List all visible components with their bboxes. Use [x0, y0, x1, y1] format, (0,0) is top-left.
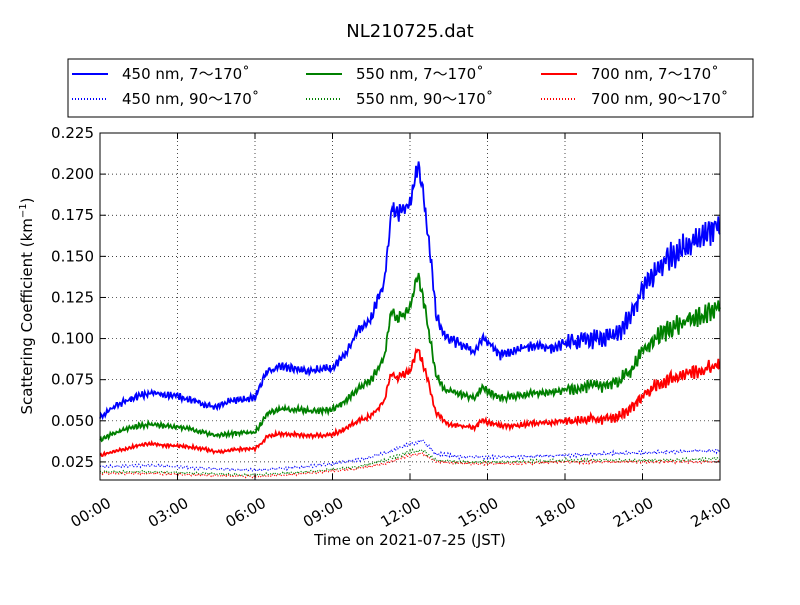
- legend-label: 700 nm, 90～170˚: [591, 90, 728, 108]
- x-tick-labels: 00:00 03:00 06:00 09:00 12:00 15:00 18:00 21:00…: [68, 494, 734, 531]
- legend-box: [67, 58, 754, 118]
- x-tick-label: 24:00: [688, 494, 734, 531]
- y-tick-label: 0.225: [51, 124, 94, 142]
- x-tick-label: 06:00: [223, 494, 269, 531]
- x-axis-label: Time on 2021-07-25 (JST): [313, 531, 506, 549]
- x-tick-label: 09:00: [300, 494, 346, 531]
- y-axis-label-close: ): [18, 197, 36, 203]
- series-line: [99, 347, 721, 457]
- chart-title: NL210725.dat: [346, 21, 473, 42]
- legend: 450 nm, 7～170˚ 550 nm, 7～170˚ 700 nm, 7～17…: [67, 58, 754, 118]
- legend-label: 450 nm, 7～170˚: [122, 65, 250, 83]
- x-tick-label: 00:00: [68, 494, 114, 531]
- y-tick-labels: 0.025 0.050 0.075 0.100 0.125 0.150 0.175 0.200…: [51, 124, 94, 471]
- legend-items: 450 nm, 7～170˚ 550 nm, 7～170˚ 700 nm, 7～17…: [72, 65, 728, 108]
- legend-label: 700 nm, 7～170˚: [591, 65, 719, 83]
- y-tick-label: 0.075: [51, 371, 94, 389]
- legend-label: 550 nm, 7～170˚: [356, 65, 484, 83]
- series-layer: [99, 161, 721, 480]
- y-tick-label: 0.050: [51, 412, 94, 430]
- y-tick-label: 0.200: [51, 165, 94, 183]
- ticks: [99, 132, 721, 480]
- y-tick-label: 0.125: [51, 288, 94, 306]
- y-tick-label: 0.100: [51, 330, 94, 348]
- series-line: [99, 447, 721, 477]
- x-tick-label: 18:00: [533, 494, 579, 531]
- y-tick-label: 0.025: [51, 453, 94, 471]
- y-tick-label: 0.150: [51, 247, 94, 265]
- plot-area: [99, 132, 721, 481]
- series-line: [99, 272, 721, 443]
- y-tick-label: 0.175: [51, 206, 94, 224]
- y-axis-label-superscript: −1: [18, 203, 29, 218]
- series-line: [99, 161, 721, 421]
- legend-label: 550 nm, 90～170˚: [356, 90, 493, 108]
- y-axis-label-main: Scattering Coefficient (km: [18, 218, 36, 414]
- x-tick-label: 15:00: [455, 494, 501, 531]
- y-axis-label: Scattering Coefficient (km−1): [18, 197, 36, 414]
- x-tick-label: 12:00: [378, 494, 424, 531]
- x-tick-label: 21:00: [610, 494, 656, 531]
- legend-label: 450 nm, 90～170˚: [122, 90, 259, 108]
- x-tick-label: 03:00: [145, 494, 191, 531]
